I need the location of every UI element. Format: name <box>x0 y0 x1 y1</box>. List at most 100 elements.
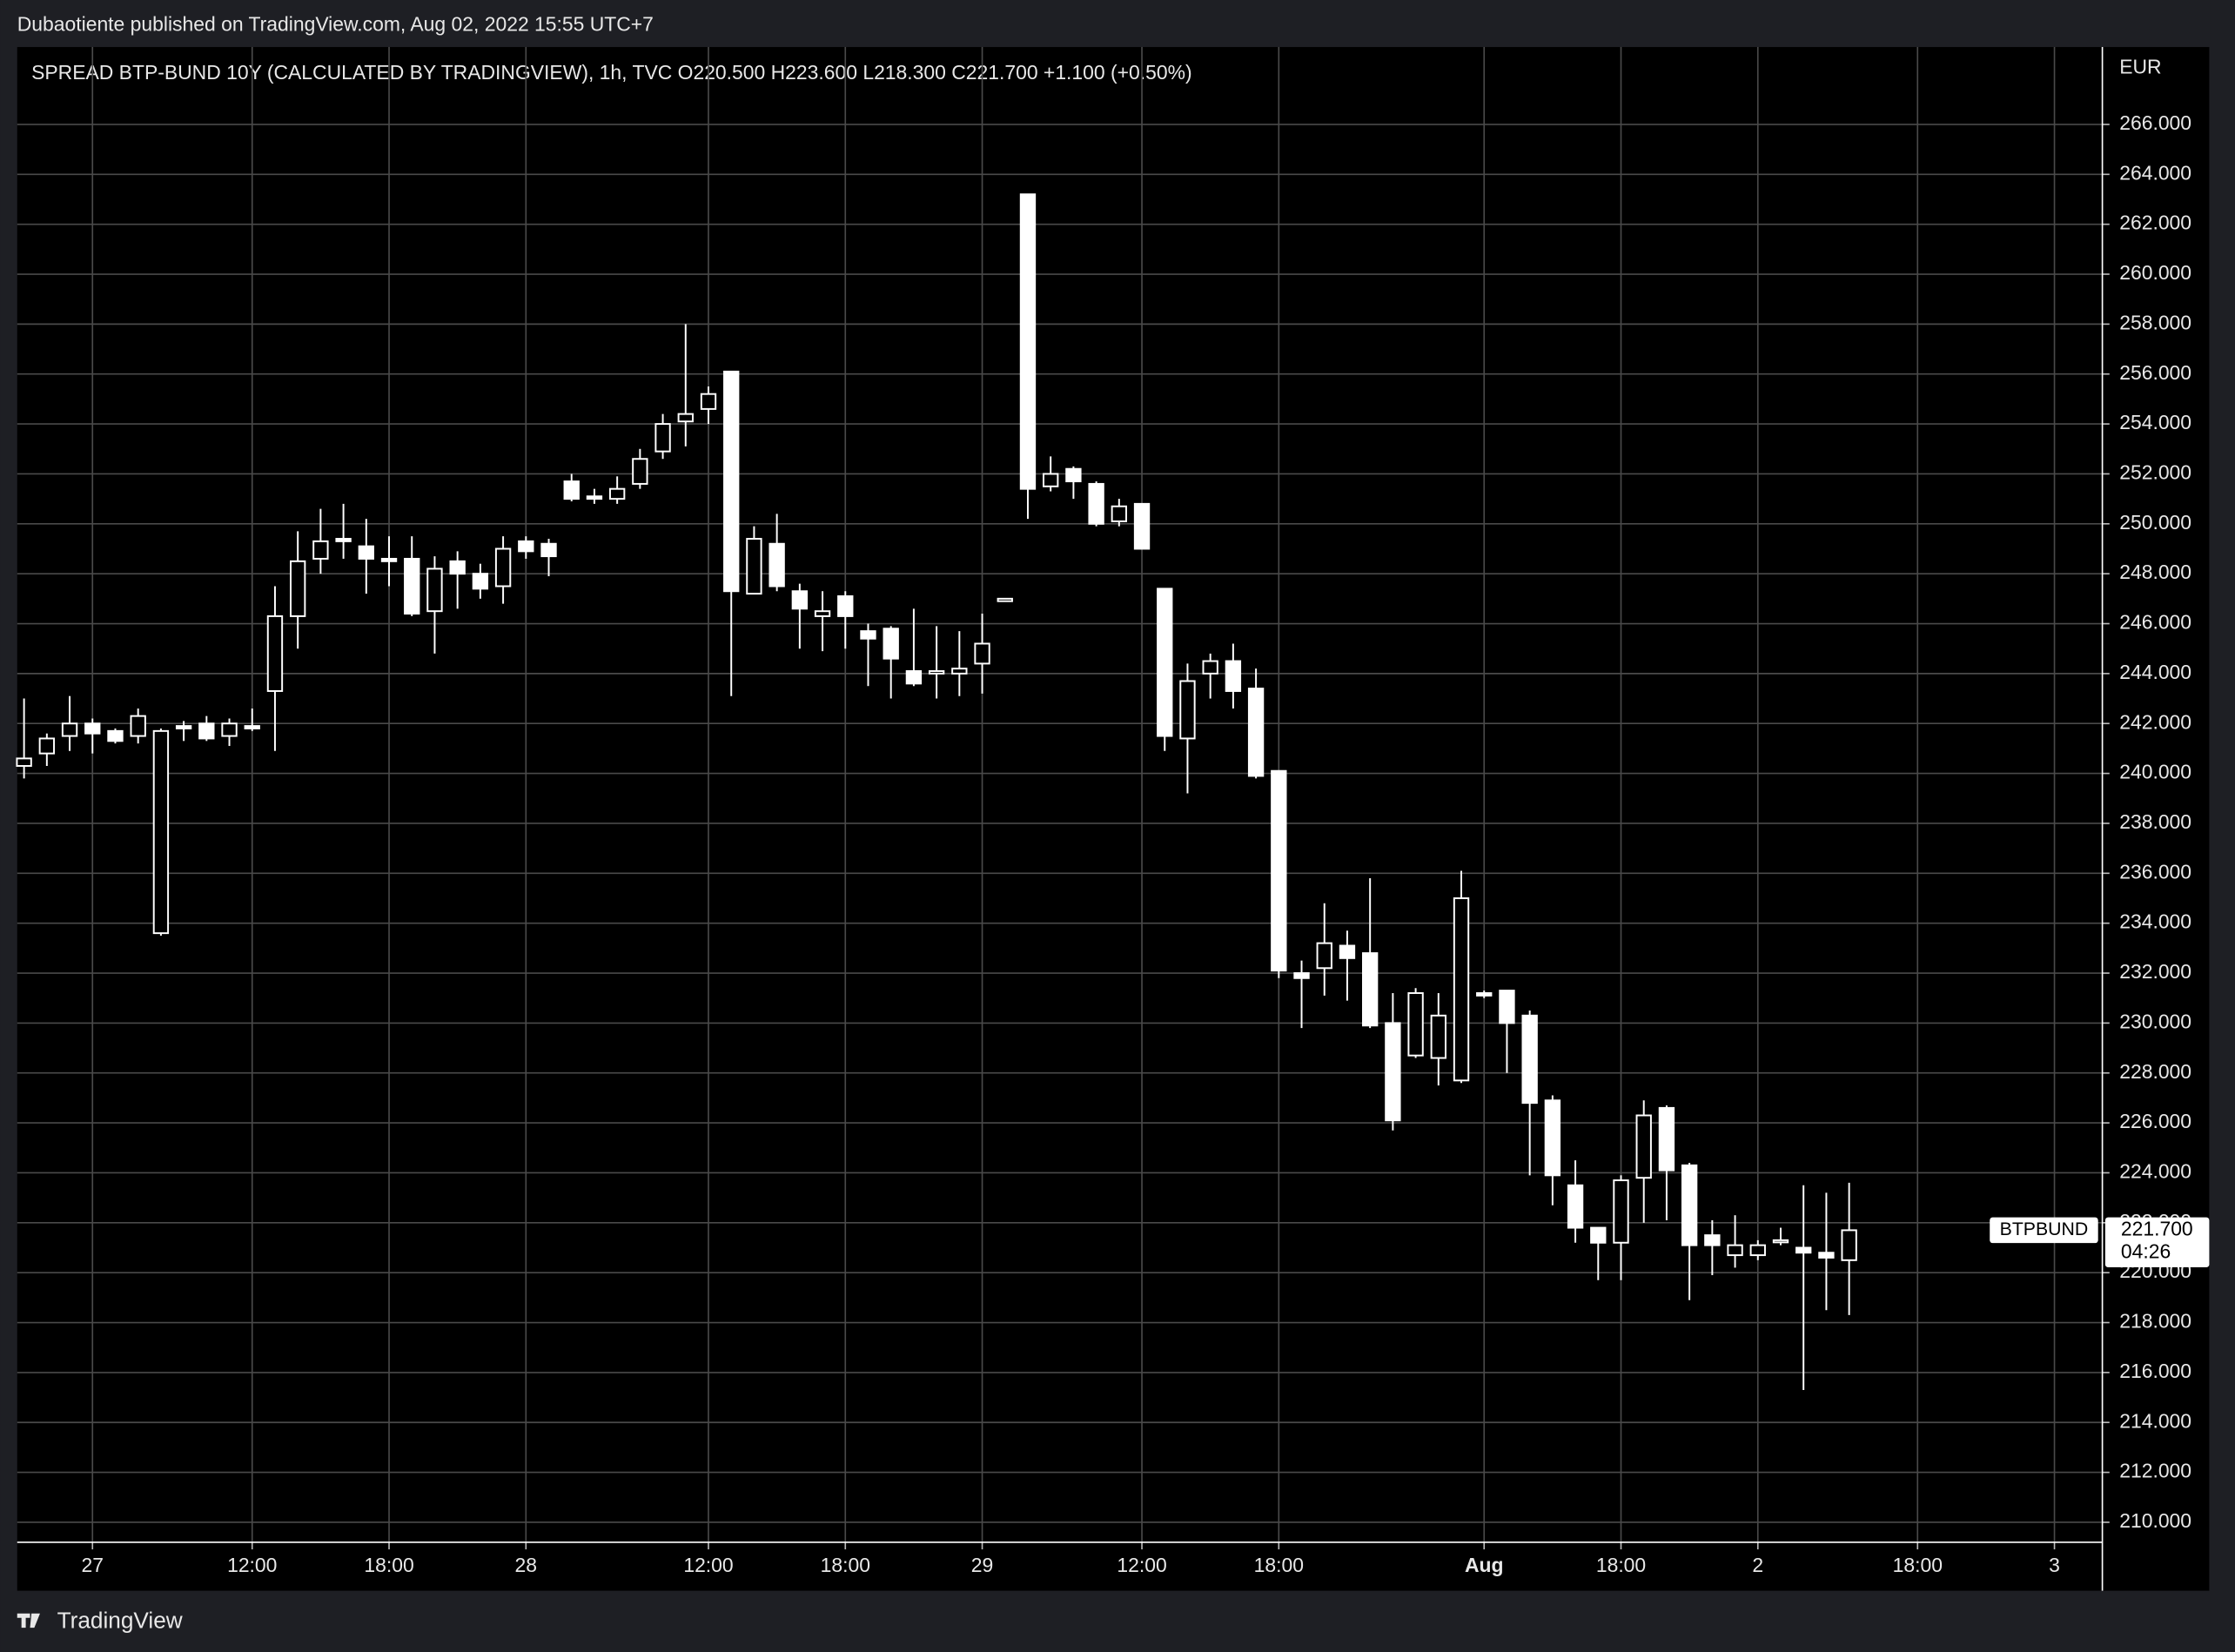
candle-body <box>1635 1114 1652 1179</box>
y-tick-label: 244.000 <box>2119 661 2191 683</box>
header: Dubaotiente published on TradingView.com… <box>17 13 654 36</box>
candle-body <box>608 487 626 500</box>
y-tick-label: 228.000 <box>2119 1060 2191 1083</box>
candle-body <box>1065 467 1082 483</box>
candle-body <box>1361 952 1379 1027</box>
y-tick-label: 234.000 <box>2119 910 2191 933</box>
candle-body <box>1795 1246 1812 1254</box>
candle-body <box>1841 1229 1857 1261</box>
y-tick-label: 264.000 <box>2119 161 2191 184</box>
x-tick-label: 18:00 <box>1596 1554 1646 1576</box>
candle-body <box>1544 1099 1561 1177</box>
candle-body <box>426 567 443 613</box>
chart-title: SPREAD BTP-BUND 10Y (CALCULATED BY TRADI… <box>31 61 1191 84</box>
y-tick-label: 230.000 <box>2119 1010 2191 1032</box>
candle-body <box>1453 897 1470 1082</box>
candle-body <box>768 542 785 588</box>
y-tick-label: 214.000 <box>2119 1409 2191 1432</box>
candle-body <box>746 538 762 595</box>
candle-body <box>723 370 740 593</box>
chart-area <box>17 47 2210 1591</box>
y-tick-label: 248.000 <box>2119 561 2191 583</box>
candle-body <box>266 614 284 692</box>
candle-body <box>814 610 831 617</box>
candle-body <box>84 722 101 735</box>
candle-body <box>1179 680 1196 740</box>
x-tick-label: Aug <box>1465 1554 1504 1576</box>
y-tick-label: 216.000 <box>2119 1360 2191 1382</box>
candle-body <box>700 393 717 410</box>
candle-body <box>1749 1244 1766 1257</box>
candle-body <box>244 725 260 729</box>
candle-body <box>38 737 56 755</box>
candle-body <box>1407 991 1424 1057</box>
y-tick-label: 226.000 <box>2119 1110 2191 1132</box>
footer: TradingView <box>57 1608 183 1634</box>
candle-body <box>883 628 899 660</box>
candle-body <box>1293 972 1310 979</box>
candle-body <box>928 670 945 675</box>
candle-body <box>1430 1014 1446 1059</box>
y-tick-label: 242.000 <box>2119 710 2191 733</box>
candle-body <box>997 597 1013 602</box>
candle-body <box>974 642 990 665</box>
logo <box>17 1613 40 1628</box>
candle-body <box>472 573 489 590</box>
candle-body <box>1339 944 1356 959</box>
candle-body <box>1111 505 1127 522</box>
currency: EUR <box>2119 56 2161 78</box>
candle-body <box>175 725 192 729</box>
candle-body <box>540 542 557 558</box>
y-tick-label: 238.000 <box>2119 810 2191 833</box>
candle-body <box>518 540 534 553</box>
x-tick-label: 18:00 <box>364 1554 413 1576</box>
candle-body <box>1567 1184 1584 1229</box>
candle-body <box>1133 502 1151 550</box>
y-tick-label: 250.000 <box>2119 511 2191 534</box>
candle-body <box>380 557 398 562</box>
y-tick-label: 212.000 <box>2119 1460 2191 1482</box>
candle-body <box>1043 473 1059 487</box>
candle-body <box>1590 1226 1607 1244</box>
x-tick-label: 28 <box>515 1554 537 1576</box>
candle-body <box>1271 769 1287 972</box>
symbol-label: BTPBUND <box>2000 1219 2089 1239</box>
candle-body <box>1681 1164 1698 1246</box>
x-tick-label: 29 <box>971 1554 993 1576</box>
candle-body <box>632 458 648 485</box>
x-tick-label: 12:00 <box>1117 1554 1166 1576</box>
countdown: 04:26 <box>2121 1240 2171 1263</box>
candle-body <box>404 557 420 615</box>
candle-body <box>791 590 809 610</box>
y-tick-label: 240.000 <box>2119 761 2191 783</box>
candle-body <box>494 547 512 588</box>
candle-body <box>654 423 671 453</box>
candle-body <box>1521 1014 1538 1105</box>
candle-body <box>1499 990 1515 1024</box>
y-tick-label: 258.000 <box>2119 311 2191 333</box>
y-tick-label: 224.000 <box>2119 1160 2191 1183</box>
candle-body <box>1385 1022 1401 1122</box>
y-tick-label: 236.000 <box>2119 860 2191 883</box>
candle-body <box>449 560 466 575</box>
candle-body <box>1727 1244 1743 1257</box>
x-tick-label: 27 <box>82 1554 104 1576</box>
price-tag <box>2104 1217 2210 1267</box>
candle-body <box>1613 1179 1629 1244</box>
y-tick-label: 210.000 <box>2119 1509 2191 1532</box>
candle-body <box>1019 193 1037 490</box>
candle-body <box>312 540 329 560</box>
candle-body <box>1088 482 1104 525</box>
candle-body <box>951 668 968 675</box>
y-tick-label: 260.000 <box>2119 261 2191 284</box>
x-tick-label: 3 <box>2049 1554 2060 1576</box>
x-tick-label: 2 <box>1752 1554 1763 1576</box>
price-label: 221.700 <box>2121 1217 2193 1239</box>
symbol-tag <box>1990 1217 2098 1244</box>
candle-body <box>563 480 580 500</box>
candle-body <box>1818 1252 1835 1259</box>
candle-body <box>1316 942 1332 970</box>
candle-body <box>1476 991 1493 997</box>
candle-body <box>1202 660 1218 675</box>
x-tick-label: 12:00 <box>683 1554 733 1576</box>
